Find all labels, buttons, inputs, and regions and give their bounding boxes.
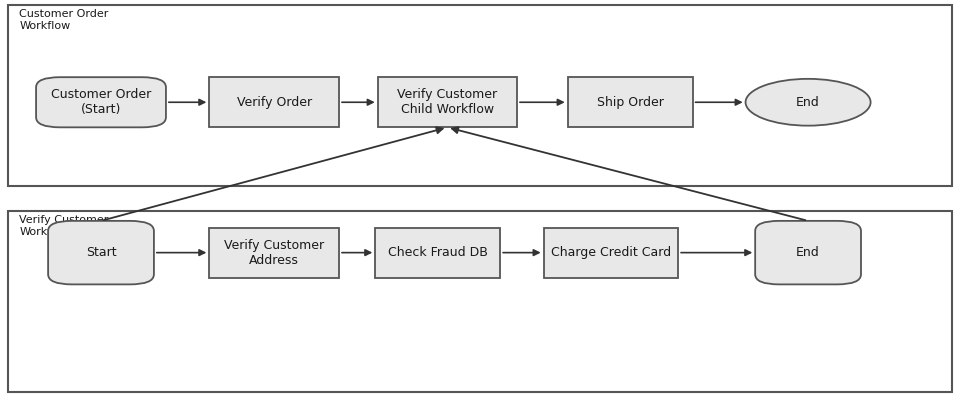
FancyBboxPatch shape bbox=[8, 211, 951, 392]
Text: Customer Order
(Start): Customer Order (Start) bbox=[51, 88, 151, 116]
FancyBboxPatch shape bbox=[375, 227, 500, 278]
FancyBboxPatch shape bbox=[48, 221, 154, 284]
Text: Verify Customer
Address: Verify Customer Address bbox=[224, 239, 324, 267]
Text: Verify Customer
Workflow: Verify Customer Workflow bbox=[19, 215, 109, 237]
Text: End: End bbox=[796, 96, 819, 109]
Text: Customer Order
Workflow: Customer Order Workflow bbox=[19, 9, 109, 31]
FancyBboxPatch shape bbox=[754, 221, 860, 284]
FancyBboxPatch shape bbox=[209, 227, 338, 278]
FancyBboxPatch shape bbox=[543, 227, 678, 278]
Text: Verify Customer
Child Workflow: Verify Customer Child Workflow bbox=[397, 88, 497, 116]
FancyBboxPatch shape bbox=[567, 77, 692, 128]
FancyBboxPatch shape bbox=[377, 77, 517, 128]
FancyBboxPatch shape bbox=[36, 77, 165, 128]
Ellipse shape bbox=[745, 79, 870, 126]
Text: Verify Order: Verify Order bbox=[236, 96, 311, 109]
Text: Check Fraud DB: Check Fraud DB bbox=[387, 246, 487, 259]
Text: Start: Start bbox=[86, 246, 116, 259]
Text: End: End bbox=[796, 246, 819, 259]
FancyBboxPatch shape bbox=[8, 5, 951, 186]
Text: Ship Order: Ship Order bbox=[596, 96, 663, 109]
Text: Charge Credit Card: Charge Credit Card bbox=[551, 246, 670, 259]
FancyBboxPatch shape bbox=[209, 77, 338, 128]
